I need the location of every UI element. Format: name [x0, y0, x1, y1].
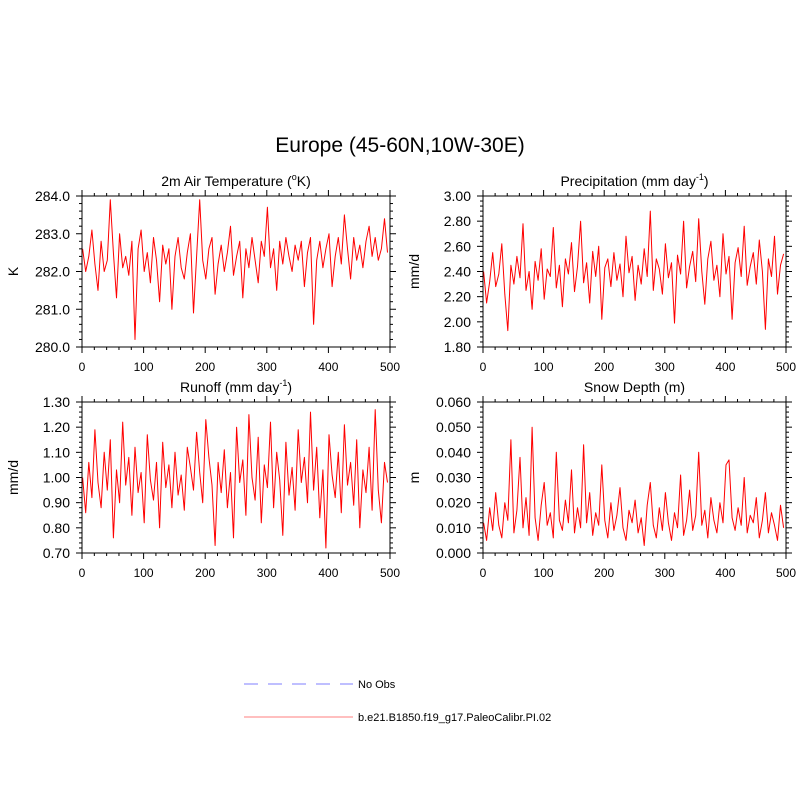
- y-tick-label: 0.020: [436, 495, 471, 511]
- y-tick-label: 282.0: [35, 264, 70, 280]
- y-tick-label: 1.30: [43, 394, 70, 410]
- legend-item-no-obs: No Obs: [244, 679, 396, 691]
- x-tick-label: 0: [480, 566, 487, 580]
- panel-title-tail: ): [287, 379, 292, 395]
- y-tick-label: 0.70: [43, 545, 70, 561]
- x-tick-label: 300: [257, 360, 277, 374]
- y-tick-label: 1.10: [43, 444, 70, 460]
- chart-panels: 2m Air Temperature (oK) K 0 100 200 300 400 500…: [5, 172, 796, 580]
- y-axis-label-snow-depth: m: [406, 472, 422, 484]
- legend: No Obs b.e21.B1850.f19_g17.PaleoCalibr.PI…: [244, 679, 551, 724]
- x-tick-label: 400: [715, 566, 735, 580]
- panel-title-snow-depth: Snow Depth (m): [584, 379, 685, 395]
- x-tick-label: 100: [534, 360, 554, 374]
- x-tick-label: 300: [257, 566, 277, 580]
- x-tick-label: 500: [380, 566, 400, 580]
- y-tick-label: 1.00: [43, 470, 70, 486]
- x-tick-label: 200: [594, 566, 614, 580]
- y-tick-label: 0.010: [436, 520, 471, 536]
- y-tick-label: 1.20: [43, 419, 70, 435]
- legend-item-model-run: b.e21.B1850.f19_g17.PaleoCalibr.PI.02: [244, 712, 551, 724]
- y-axis-label-temperature: K: [5, 266, 21, 276]
- y-tick-label: 0.000: [436, 545, 471, 561]
- panel-title-superscript: -1: [279, 378, 287, 388]
- panel-title-text: 2m Air Temperature (: [161, 173, 292, 189]
- y-tick-label: 0.060: [436, 394, 471, 410]
- x-tick-label: 200: [195, 566, 215, 580]
- panel-snow-depth: Snow Depth (m) m 0 100 200 300 400 500 0.000 0.01…: [406, 379, 796, 580]
- panel-runoff: Runoff (mm day-1) mm/d 0 100 200 300 400 500 0.7…: [5, 378, 400, 580]
- x-tick-label: 0: [79, 566, 86, 580]
- x-tick-label: 100: [134, 566, 154, 580]
- x-tick-label: 500: [776, 566, 796, 580]
- y-tick-label: 2.40: [444, 264, 471, 280]
- panel-title-text: Precipitation (mm day: [560, 173, 695, 189]
- x-tick-label: 200: [195, 360, 215, 374]
- plot-frame-runoff: [81, 401, 391, 554]
- series-line-precipitation: [483, 210, 785, 332]
- y-tick-label: 2.00: [444, 314, 471, 330]
- y-tick-label: 2.20: [444, 289, 471, 305]
- y-axis-label-runoff: mm/d: [5, 460, 21, 495]
- panel-title-tail: K): [297, 173, 311, 189]
- x-tick-label: 100: [134, 360, 154, 374]
- x-tick-label: 0: [480, 360, 487, 374]
- y-tick-label: 283.0: [35, 226, 70, 242]
- y-tick-label: 0.90: [43, 495, 70, 511]
- y-tick-label: 0.040: [436, 444, 471, 460]
- panel-title-superscript: -1: [696, 172, 704, 182]
- panel-title-text: Snow Depth (m): [584, 379, 685, 395]
- x-tick-label: 500: [776, 360, 796, 374]
- y-tick-label: 284.0: [35, 188, 70, 204]
- y-tick-label: 1.80: [444, 339, 471, 355]
- panel-title-text: Runoff (mm day: [180, 379, 279, 395]
- x-tick-label: 300: [655, 360, 675, 374]
- x-tick-label: 400: [318, 360, 338, 374]
- x-tick-label: 100: [534, 566, 554, 580]
- panel-temperature: 2m Air Temperature (oK) K 0 100 200 300 400 500…: [5, 172, 400, 374]
- y-tick-label: 2.80: [444, 213, 471, 229]
- x-tick-label: 300: [655, 566, 675, 580]
- y-tick-label: 281.0: [35, 301, 70, 317]
- x-tick-label: 500: [380, 360, 400, 374]
- series-line-runoff: [82, 409, 388, 549]
- figure-title: Europe (45-60N,10W-30E): [275, 134, 524, 157]
- y-tick-label: 3.00: [444, 188, 471, 204]
- x-tick-label: 400: [715, 360, 735, 374]
- legend-label: No Obs: [358, 679, 396, 691]
- series-line-snow-depth: [483, 426, 785, 546]
- panel-title-temperature: 2m Air Temperature (oK): [161, 172, 310, 189]
- x-tick-label: 200: [594, 360, 614, 374]
- x-tick-label: 400: [318, 566, 338, 580]
- y-tick-label: 280.0: [35, 339, 70, 355]
- panel-precipitation: Precipitation (mm day-1) mm/d 0 100 200 300 40…: [406, 172, 796, 374]
- panel-title-runoff: Runoff (mm day-1): [180, 378, 292, 395]
- y-tick-label: 0.030: [436, 470, 471, 486]
- series-line-temperature: [82, 199, 388, 340]
- panel-title-superscript: o: [292, 172, 297, 182]
- y-axis-label-precipitation: mm/d: [406, 254, 422, 289]
- y-tick-label: 0.80: [43, 520, 70, 536]
- panel-title-tail: ): [704, 173, 709, 189]
- panel-title-precipitation: Precipitation (mm day-1): [560, 172, 708, 189]
- legend-label: b.e21.B1850.f19_g17.PaleoCalibr.PI.02: [358, 712, 551, 724]
- y-tick-label: 0.050: [436, 419, 471, 435]
- y-tick-label: 2.60: [444, 238, 471, 254]
- x-tick-label: 0: [79, 360, 86, 374]
